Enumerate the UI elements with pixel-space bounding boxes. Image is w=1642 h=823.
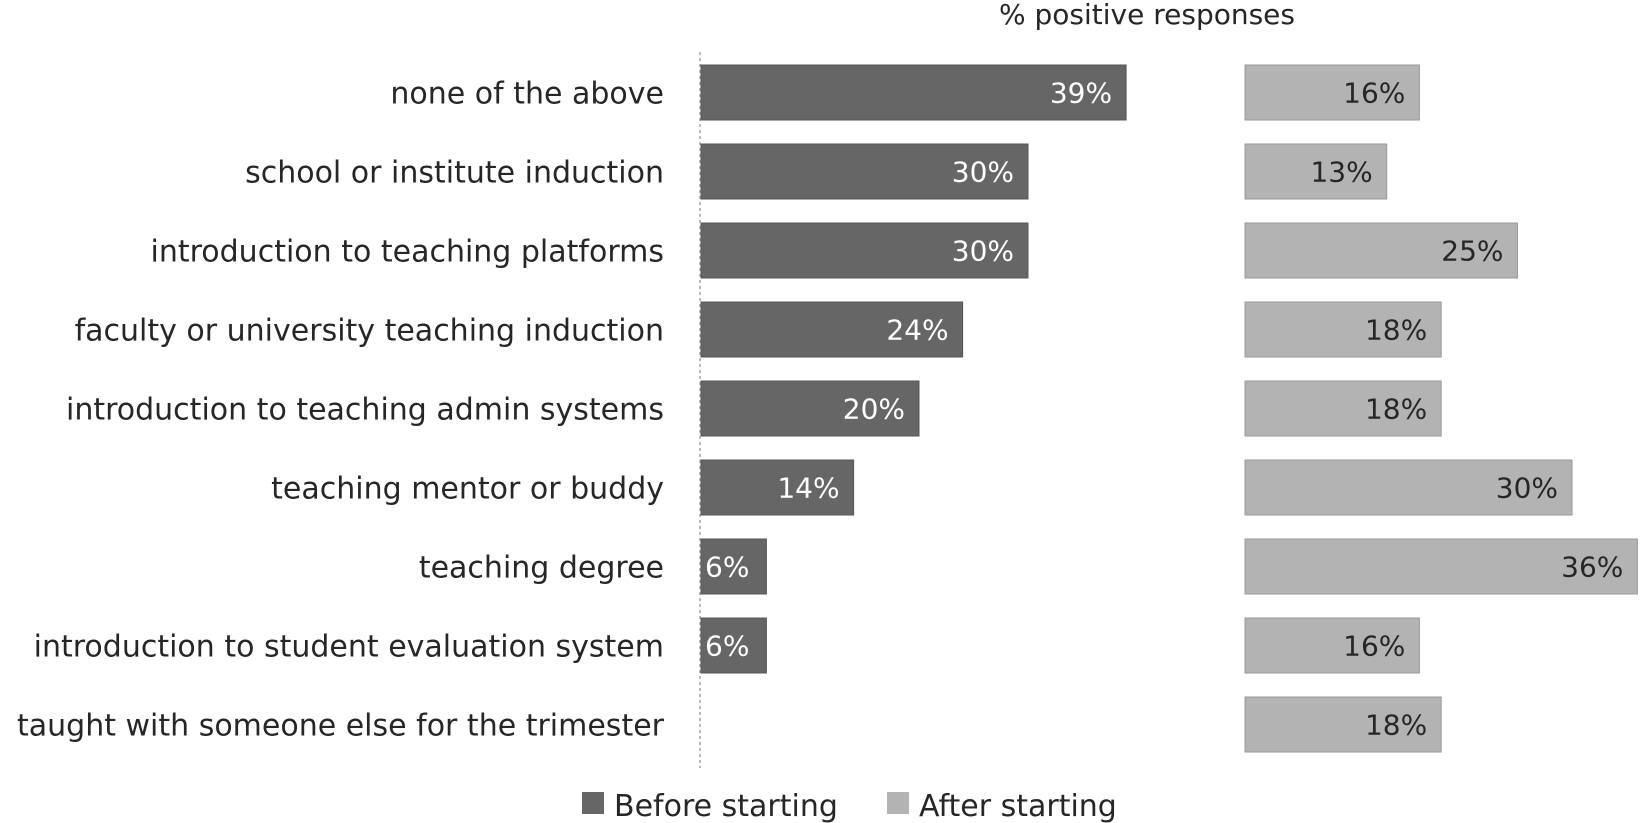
bar-after	[1244, 617, 1420, 674]
value-label: 24%	[886, 314, 948, 347]
value-label: 18%	[1365, 314, 1427, 347]
category-label: teaching mentor or buddy	[271, 472, 664, 507]
bar-after	[1244, 538, 1638, 595]
category-label: introduction to teaching admin systems	[66, 393, 664, 428]
category-label: teaching degree	[419, 551, 664, 586]
value-label: 18%	[1365, 393, 1427, 426]
bar-before	[700, 459, 855, 516]
bars: 39% 16% 30% 13% 30% 25% 24% 18% 20% 18% 14% 30% 6% 36…	[700, 64, 1638, 753]
value-label: 16%	[1343, 77, 1405, 110]
category-label: introduction to student evaluation syste…	[34, 630, 664, 665]
value-label: 30%	[952, 235, 1014, 268]
legend-label-before: Before starting	[614, 789, 838, 823]
legend: Before starting After starting	[582, 789, 1117, 823]
value-label: 30%	[952, 156, 1014, 189]
value-label: 30%	[1496, 472, 1558, 505]
category-label: faculty or university teaching induction	[75, 314, 664, 349]
category-label: introduction to teaching platforms	[151, 235, 665, 270]
category-label: taught with someone else for the trimest…	[17, 709, 665, 744]
bar-before	[700, 380, 920, 437]
value-label: 18%	[1365, 709, 1427, 742]
bar-after	[1244, 143, 1388, 200]
value-label: 25%	[1441, 235, 1503, 268]
category-labels: none of the above school or institute ind…	[17, 77, 665, 744]
bar-before	[700, 222, 1029, 279]
legend-swatch-before	[582, 792, 604, 814]
legend-label-after: After starting	[919, 789, 1117, 823]
bar-after	[1244, 696, 1442, 753]
bar-after	[1244, 222, 1518, 279]
bar-before	[700, 538, 767, 595]
value-label: 14%	[777, 472, 839, 505]
bar-before	[700, 64, 1127, 121]
value-label: 36%	[1561, 551, 1623, 584]
chart-title: % positive responses	[999, 0, 1295, 31]
value-label: 6%	[705, 551, 749, 584]
category-label: none of the above	[390, 77, 664, 112]
value-label: 16%	[1343, 630, 1405, 663]
bar-before	[700, 617, 767, 674]
value-label: 20%	[843, 393, 905, 426]
category-label: school or institute induction	[245, 156, 664, 191]
bar-after	[1244, 64, 1420, 121]
bar-after	[1244, 459, 1573, 516]
value-label: 13%	[1310, 156, 1372, 189]
bar-before	[700, 143, 1029, 200]
bar-after	[1244, 301, 1442, 358]
legend-swatch-after	[887, 792, 909, 814]
bar-after	[1244, 380, 1442, 437]
value-label: 39%	[1050, 77, 1112, 110]
bar-before	[700, 301, 964, 358]
value-label: 6%	[705, 630, 749, 663]
